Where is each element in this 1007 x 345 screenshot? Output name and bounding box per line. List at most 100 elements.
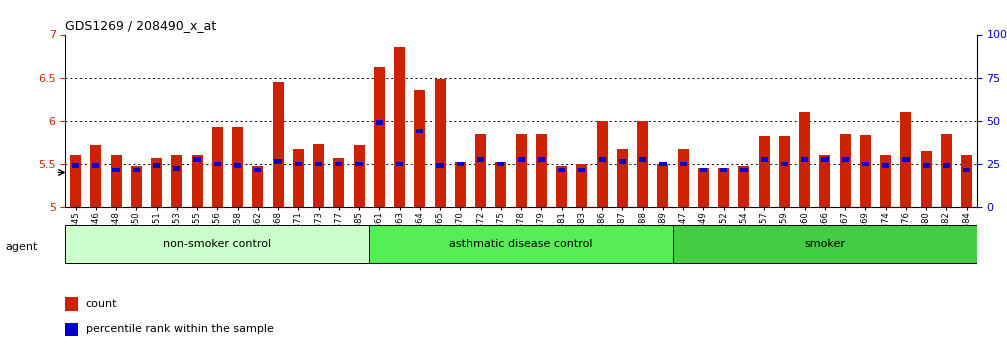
Bar — [70, 155, 82, 207]
Bar — [740, 168, 747, 172]
Bar — [171, 155, 182, 207]
Bar — [922, 163, 929, 168]
Bar — [193, 157, 200, 162]
Bar — [820, 155, 831, 207]
Bar — [275, 159, 282, 164]
Bar — [658, 164, 669, 207]
Bar — [353, 145, 365, 207]
Bar — [213, 161, 221, 166]
Bar — [900, 112, 911, 207]
Bar — [637, 121, 649, 207]
Bar — [153, 163, 160, 168]
Bar — [477, 157, 484, 162]
Bar — [370, 225, 673, 263]
Bar — [416, 129, 424, 134]
Bar — [518, 157, 525, 162]
Bar — [93, 163, 100, 168]
Bar — [133, 168, 140, 172]
Bar — [758, 136, 769, 207]
Bar — [232, 127, 243, 207]
Bar — [374, 67, 385, 207]
Bar — [800, 112, 811, 207]
Bar — [941, 134, 952, 207]
Bar — [576, 164, 587, 207]
Bar — [558, 168, 565, 172]
Bar — [673, 225, 977, 263]
Bar — [801, 157, 809, 162]
Bar — [254, 168, 262, 172]
Bar — [920, 151, 931, 207]
Bar — [295, 161, 302, 166]
Bar — [618, 159, 626, 164]
Text: count: count — [86, 299, 117, 308]
Bar — [414, 90, 425, 207]
Bar — [860, 135, 871, 207]
Bar — [455, 162, 466, 207]
Bar — [71, 163, 80, 168]
Bar — [376, 120, 383, 125]
Bar — [315, 161, 322, 166]
Bar — [91, 145, 102, 207]
Bar — [578, 168, 585, 172]
Bar — [435, 79, 446, 207]
Text: agent: agent — [5, 243, 37, 252]
Text: percentile rank within the sample: percentile rank within the sample — [86, 325, 274, 334]
Bar — [596, 121, 607, 207]
Bar — [639, 157, 646, 162]
Bar — [760, 157, 767, 162]
Bar — [211, 127, 223, 207]
Bar — [598, 157, 606, 162]
Bar — [680, 161, 687, 166]
Bar — [780, 161, 788, 166]
Bar — [862, 161, 869, 166]
Bar — [538, 157, 545, 162]
Bar — [396, 161, 403, 166]
Bar — [495, 162, 507, 207]
Bar — [457, 161, 464, 166]
Bar — [718, 168, 729, 207]
Bar — [497, 161, 505, 166]
Bar — [65, 225, 370, 263]
Bar — [111, 155, 122, 207]
Bar — [842, 157, 849, 162]
Bar — [355, 161, 363, 166]
Bar — [436, 163, 444, 168]
Bar — [335, 161, 342, 166]
Bar — [516, 134, 527, 207]
Text: asthmatic disease control: asthmatic disease control — [449, 239, 593, 249]
Bar — [313, 144, 324, 207]
Bar — [963, 168, 971, 172]
Bar — [536, 134, 547, 207]
Bar — [273, 82, 284, 207]
Bar — [738, 166, 749, 207]
Bar — [700, 168, 707, 172]
Bar — [882, 163, 889, 168]
Bar — [720, 168, 727, 172]
Bar — [660, 161, 667, 166]
Bar — [840, 134, 851, 207]
Bar — [151, 158, 162, 207]
Bar — [173, 166, 180, 170]
Bar — [678, 149, 689, 207]
Bar — [698, 168, 709, 207]
Bar — [293, 149, 304, 207]
Bar — [333, 158, 344, 207]
Bar — [475, 134, 486, 207]
Bar — [191, 155, 202, 207]
Bar — [617, 149, 628, 207]
Bar — [902, 157, 909, 162]
Bar — [778, 136, 789, 207]
Text: non-smoker control: non-smoker control — [163, 239, 272, 249]
Bar — [394, 47, 405, 207]
Bar — [131, 166, 142, 207]
Bar — [234, 163, 242, 168]
Bar — [556, 166, 567, 207]
Bar — [822, 157, 829, 162]
Bar — [961, 155, 972, 207]
Bar — [943, 163, 950, 168]
Text: GDS1269 / 208490_x_at: GDS1269 / 208490_x_at — [65, 19, 217, 32]
Bar — [113, 168, 120, 172]
Text: smoker: smoker — [805, 239, 846, 249]
Bar — [253, 166, 264, 207]
Bar — [880, 155, 891, 207]
